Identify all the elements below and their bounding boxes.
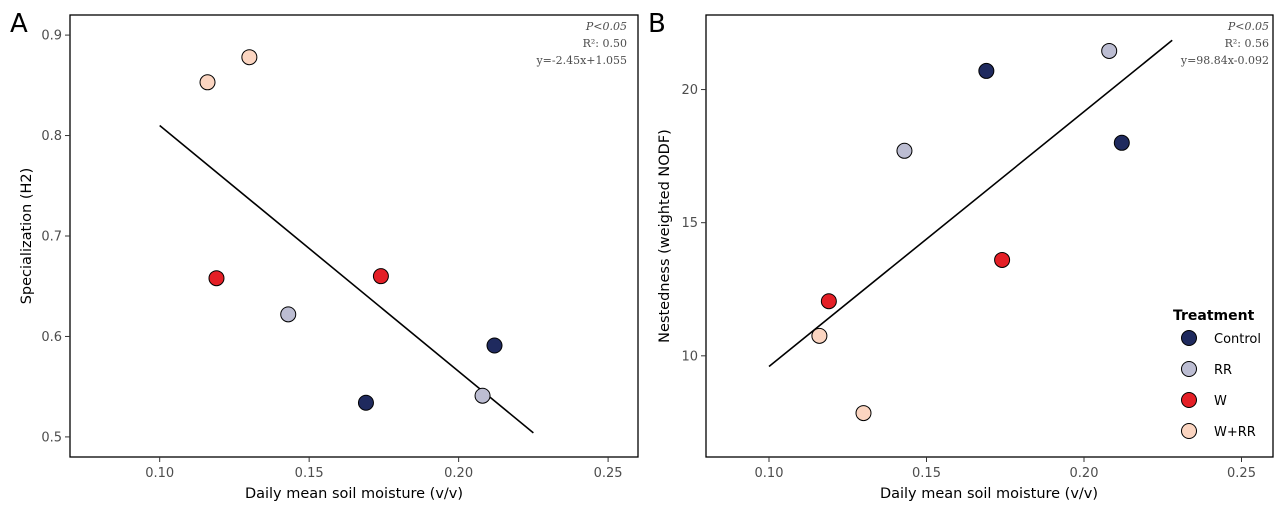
panel-b-point-w: [820, 293, 837, 310]
legend-label-rr: RR: [1214, 363, 1232, 378]
legend: Treatment Control RR W W+RR: [1173, 308, 1261, 440]
panel-b-point-rr: [896, 142, 913, 159]
panel-b-y-axis-title: Nestedness (weighted NODF): [657, 129, 673, 343]
panel-b-frame: [705, 14, 1274, 458]
legend-swatch-rr: [1181, 361, 1197, 377]
panel-a-x-tick-label: 0.20: [444, 466, 473, 481]
panel-a-y-tick-label: 0.6: [41, 330, 62, 345]
panel-a-y-tick-label: 0.9: [41, 29, 62, 44]
legend-items: Control RR W W+RR: [1181, 330, 1261, 440]
panel-a-point-rr: [280, 306, 297, 323]
panel-a-regression-line: [159, 124, 534, 434]
panel-a-equation: y=-2.45x+1.055: [535, 54, 627, 67]
panel-b-point-control: [1113, 134, 1130, 151]
panel-a-marks: 0.10 0.15 0.20 0.25 0.5 0.6 0.7 0.8 0.9: [41, 29, 622, 481]
panel-a-y-tick-label: 0.5: [41, 430, 62, 445]
panel-a-x-axis-title: Daily mean soil moisture (v/v): [245, 486, 463, 502]
panel-a-point-w-rr: [241, 49, 258, 66]
panel-b-r-squared: R²: 0.56: [1225, 37, 1269, 50]
panel-b-equation: y=98.84x-0.092: [1180, 54, 1269, 67]
panel-a-point-rr: [474, 387, 491, 404]
panel-a-frame: [69, 14, 639, 458]
legend-label-w-rr: W+RR: [1214, 425, 1256, 440]
panel-b-y-tick-label: 10: [681, 349, 698, 364]
panel-b-regression-line: [768, 39, 1173, 368]
panel-a-x-tick-label: 0.10: [145, 466, 174, 481]
panel-a-point-w: [208, 270, 225, 287]
panel-a-point-w: [372, 268, 389, 285]
panel-a-y-axis-title: Specialization (H2): [19, 168, 35, 305]
legend-swatch-w-rr: [1181, 423, 1197, 439]
panel-b-marks: 0.10 0.15 0.20 0.25 10 15 20: [681, 39, 1256, 481]
panel-b-x-axis-title: Daily mean soil moisture (v/v): [880, 486, 1098, 502]
legend-swatch-control: [1181, 330, 1197, 346]
panel-b-x-tick-label: 0.25: [1227, 466, 1256, 481]
panel-b-point-w-rr: [855, 405, 872, 422]
panel-b-point-control: [978, 62, 995, 79]
panel-a-y-tick-label: 0.7: [41, 230, 62, 245]
panel-b: B P<0.05 R²: 0.56 y=98.84x-0.092 Daily m…: [648, 9, 1274, 502]
panel-a-x-tick-label: 0.25: [594, 466, 623, 481]
panel-b-point-rr: [1101, 42, 1118, 59]
panel-b-point-w: [994, 251, 1011, 268]
panel-b-x-tick-label: 0.10: [755, 466, 784, 481]
panel-b-p-value: P<0.05: [1227, 20, 1269, 33]
panel-a: A P<0.05 R²: 0.50 y=-2.45x+1.055 Daily m…: [10, 9, 639, 502]
panel-a-label: A: [10, 9, 28, 39]
legend-title: Treatment: [1173, 308, 1255, 324]
panel-a-point-w-rr: [199, 74, 216, 91]
legend-label-control: Control: [1214, 332, 1261, 347]
panel-a-y-tick-label: 0.8: [41, 129, 62, 144]
legend-label-w: W: [1214, 394, 1227, 409]
panel-b-x-tick-label: 0.15: [912, 466, 941, 481]
panel-a-x-tick-label: 0.15: [295, 466, 324, 481]
panel-a-r-squared: R²: 0.50: [583, 37, 627, 50]
legend-swatch-w: [1181, 392, 1197, 408]
panel-b-point-w-rr: [811, 327, 828, 344]
panel-b-label: B: [648, 9, 666, 39]
panel-a-p-value: P<0.05: [585, 20, 627, 33]
panel-a-point-control: [486, 337, 503, 354]
panel-b-y-tick-label: 15: [681, 216, 698, 231]
panel-a-point-control: [357, 394, 374, 411]
panel-b-x-tick-label: 0.20: [1070, 466, 1099, 481]
panel-b-y-tick-label: 20: [681, 83, 698, 98]
